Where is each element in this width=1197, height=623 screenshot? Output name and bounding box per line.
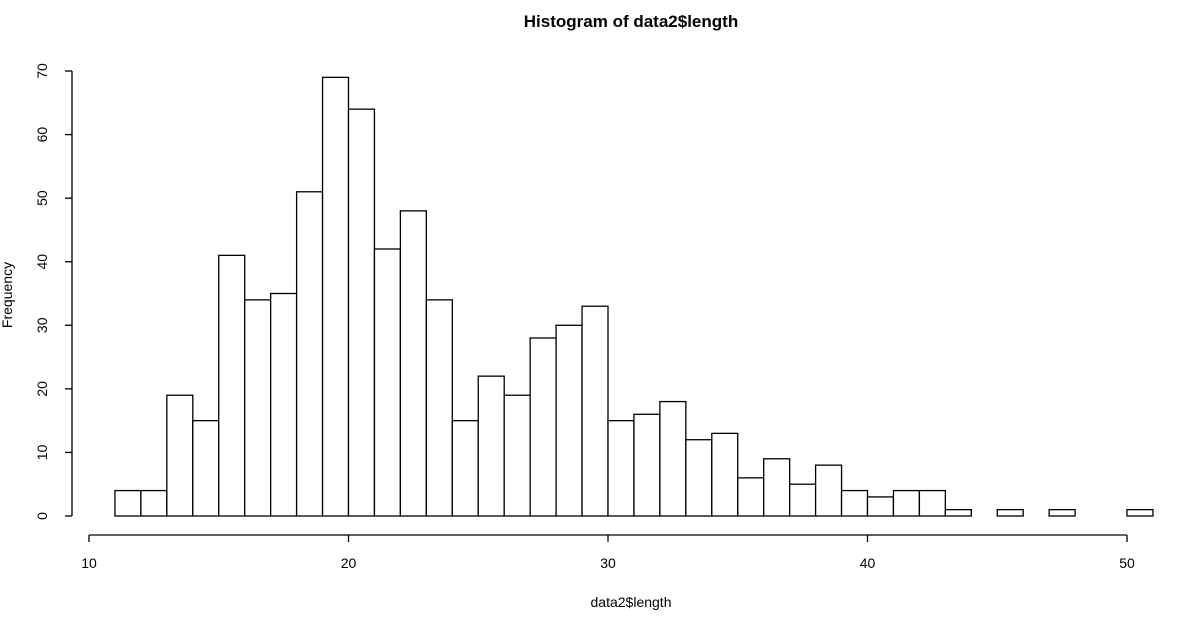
histogram-bar (918, 489, 947, 517)
histogram-bar (218, 254, 246, 517)
histogram-bar (607, 419, 635, 517)
histogram-bar (685, 439, 713, 517)
histogram-bar (192, 419, 220, 517)
histogram-bar (892, 489, 921, 517)
histogram-bar (1126, 508, 1154, 517)
x-axis-title: data2$length (591, 594, 672, 610)
histogram-bar (373, 248, 402, 517)
histogram-bar (114, 489, 142, 517)
bars-group (114, 76, 1154, 517)
histogram-bar (477, 375, 505, 517)
x-tick-label: 50 (1119, 555, 1135, 571)
histogram-bar (425, 299, 453, 517)
histogram-bar (269, 292, 298, 517)
histogram-bar (399, 210, 427, 517)
histogram-bar (1048, 508, 1076, 517)
y-tick-label: 60 (34, 127, 50, 143)
histogram-bar (633, 413, 661, 517)
x-axis: 10 20 30 40 50 (81, 534, 1135, 571)
histogram-bar (944, 508, 972, 517)
y-tick-label: 70 (34, 63, 50, 79)
histogram-bar (840, 489, 869, 517)
y-tick-label: 40 (34, 254, 50, 270)
histogram-bar (321, 76, 350, 517)
histogram-bar (555, 324, 583, 517)
histogram-bar (866, 496, 895, 517)
chart-title: Histogram of data2$length (524, 12, 738, 31)
histogram-bar (737, 477, 765, 517)
x-tick-label: 40 (860, 555, 876, 571)
histogram-bar (503, 394, 531, 517)
y-tick-label: 30 (34, 317, 50, 333)
x-tick-label: 20 (341, 555, 357, 571)
histogram-bar (295, 191, 324, 517)
histogram-bar (996, 508, 1024, 517)
histogram-bar (711, 432, 739, 517)
y-tick-label: 20 (34, 381, 50, 397)
histogram-bar (763, 458, 791, 517)
x-tick-label: 30 (600, 555, 616, 571)
histogram-bar (347, 108, 376, 517)
y-axis-title: Frequency (0, 262, 15, 328)
histogram-bar (451, 419, 479, 517)
histogram-bar (529, 337, 557, 517)
histogram-bar (659, 400, 687, 517)
histogram-bar (814, 464, 843, 517)
histogram-bar (140, 489, 168, 517)
y-tick-label: 50 (34, 190, 50, 206)
histogram-bar (581, 305, 609, 517)
x-tick-label: 10 (81, 555, 97, 571)
histogram-bar (244, 299, 272, 517)
y-axis: 0 10 20 30 40 50 60 70 (34, 63, 73, 520)
y-tick-label: 0 (34, 512, 50, 520)
histogram-bar (166, 394, 194, 517)
y-tick-label: 10 (34, 444, 50, 460)
histogram-bar (789, 483, 817, 517)
